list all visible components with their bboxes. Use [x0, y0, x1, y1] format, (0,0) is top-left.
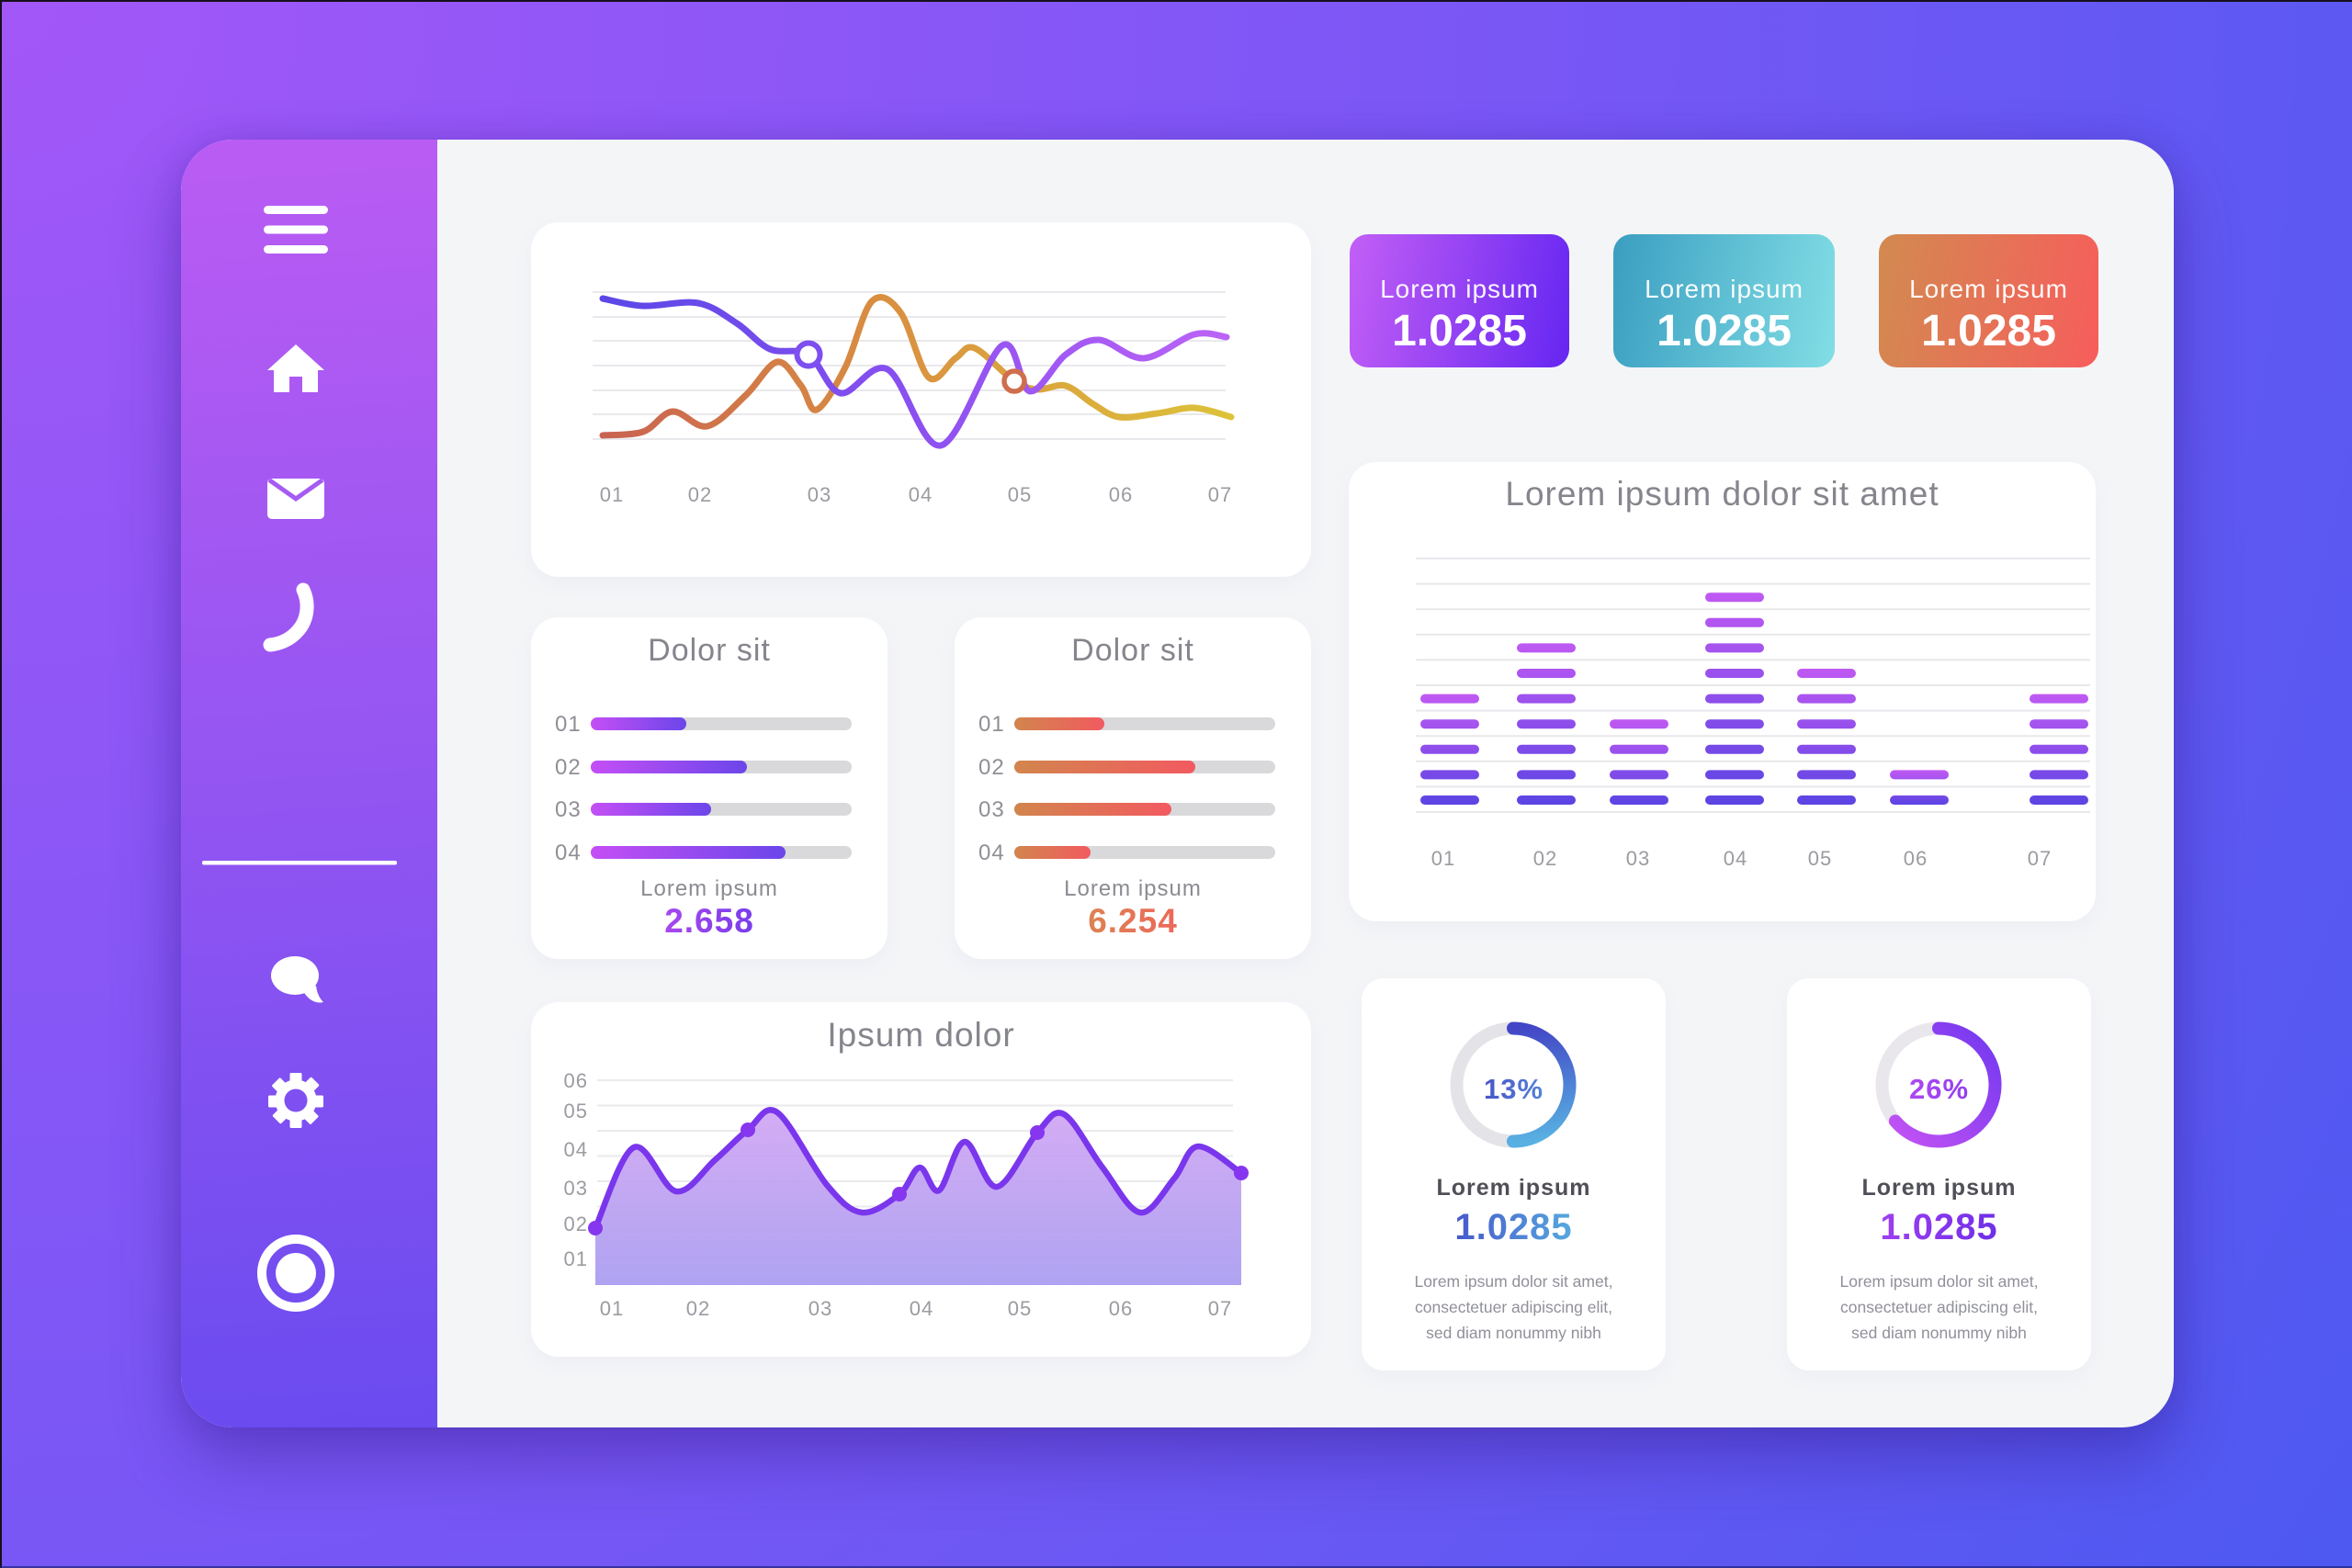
svg-text:01: 01 [1431, 847, 1455, 870]
svg-text:07: 07 [2028, 847, 2052, 870]
svg-text:04: 04 [909, 483, 933, 506]
svg-text:02: 02 [564, 1213, 588, 1235]
svg-text:01: 01 [600, 483, 624, 506]
svg-text:04: 04 [564, 1138, 588, 1161]
svg-text:05: 05 [1008, 483, 1032, 506]
svg-text:05: 05 [1808, 847, 1832, 870]
svg-text:06: 06 [1109, 1297, 1133, 1320]
svg-text:04: 04 [1724, 847, 1747, 870]
svg-text:06: 06 [564, 1069, 588, 1092]
svg-text:01: 01 [564, 1247, 588, 1270]
svg-text:03: 03 [1626, 847, 1650, 870]
svg-text:06: 06 [1109, 483, 1133, 506]
svg-text:02: 02 [688, 483, 712, 506]
svg-text:06: 06 [1904, 847, 1928, 870]
svg-text:03: 03 [808, 483, 831, 506]
svg-text:01: 01 [600, 1297, 624, 1320]
svg-text:07: 07 [1208, 1297, 1232, 1320]
svg-text:04: 04 [910, 1297, 933, 1320]
svg-text:02: 02 [686, 1297, 710, 1320]
svg-text:05: 05 [564, 1100, 588, 1122]
svg-text:02: 02 [1533, 847, 1557, 870]
svg-text:03: 03 [564, 1177, 588, 1200]
svg-text:03: 03 [808, 1297, 832, 1320]
svg-text:07: 07 [1208, 483, 1232, 506]
svg-text:05: 05 [1008, 1297, 1032, 1320]
